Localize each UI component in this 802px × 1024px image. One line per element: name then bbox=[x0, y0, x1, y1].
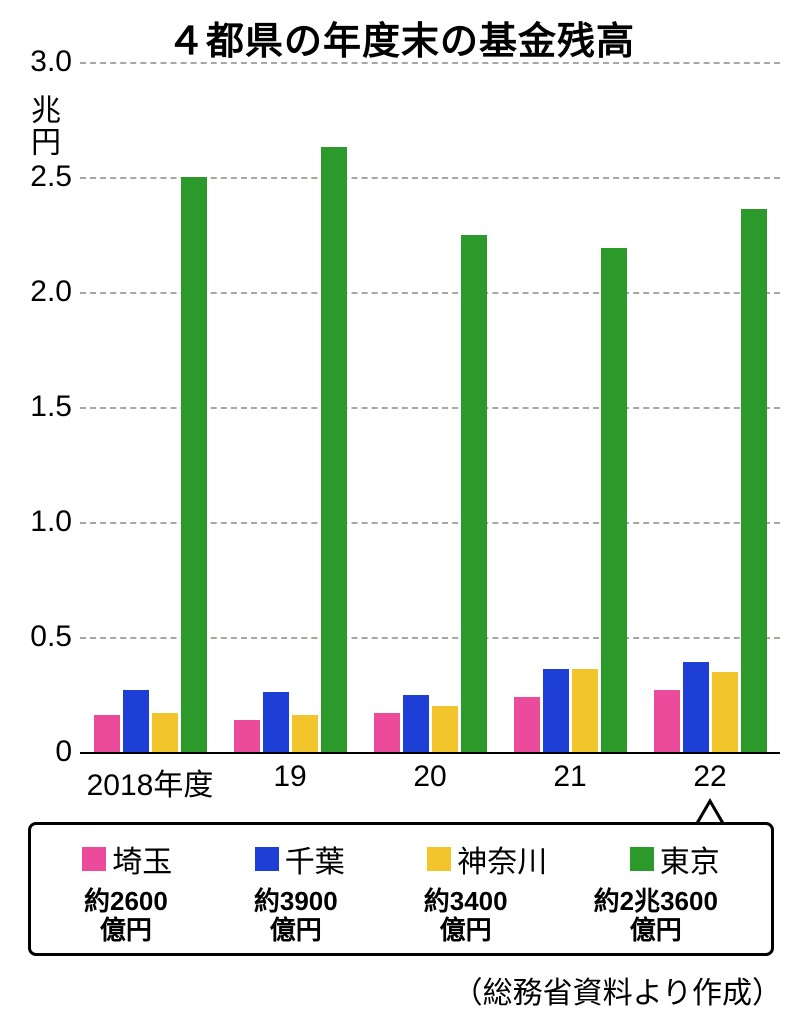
bar-神奈川 bbox=[152, 713, 178, 752]
x-tick-label: 22 bbox=[693, 760, 726, 794]
legend-swatch bbox=[255, 847, 279, 871]
legend-item: 東京 bbox=[630, 837, 720, 881]
legend-label: 千葉 bbox=[285, 837, 345, 881]
bar-神奈川 bbox=[572, 669, 598, 752]
legend-value: 約2600億円 bbox=[84, 887, 168, 944]
bar-東京 bbox=[461, 235, 487, 753]
legend-row: 埼玉 千葉 神奈川 東京 bbox=[41, 837, 761, 881]
x-tick-label: 20 bbox=[413, 760, 446, 794]
bar-千葉 bbox=[403, 695, 429, 753]
y-tick-label: 0 bbox=[8, 735, 72, 769]
bar-東京 bbox=[601, 248, 627, 752]
legend-swatch bbox=[427, 847, 451, 871]
legend-label: 埼玉 bbox=[112, 837, 172, 881]
bar-埼玉 bbox=[514, 697, 540, 752]
bar-千葉 bbox=[123, 690, 149, 752]
legend-value: 約2兆3600億円 bbox=[594, 887, 718, 944]
bar-埼玉 bbox=[234, 720, 260, 752]
bar-東京 bbox=[321, 147, 347, 752]
legend-label: 神奈川 bbox=[457, 837, 547, 881]
bar-千葉 bbox=[683, 662, 709, 752]
legend-swatch bbox=[82, 847, 106, 871]
bar-神奈川 bbox=[712, 672, 738, 753]
bar-東京 bbox=[741, 209, 767, 752]
x-tick-label: 2018年度 bbox=[87, 760, 214, 804]
legend-item: 神奈川 bbox=[427, 837, 547, 881]
bar-千葉 bbox=[263, 692, 289, 752]
legend-item: 埼玉 bbox=[82, 837, 172, 881]
y-axis-unit: 兆円 bbox=[20, 94, 64, 158]
x-tick-label: 19 bbox=[273, 760, 306, 794]
bar-神奈川 bbox=[292, 715, 318, 752]
legend-value: 約3400億円 bbox=[424, 887, 508, 944]
legend-value-row: 約2600億円 約3900億円 約3400億円 約2兆3600億円 bbox=[41, 887, 761, 944]
y-tick-label: 2.5 bbox=[8, 160, 72, 194]
y-tick-label: 0.5 bbox=[8, 620, 72, 654]
y-tick-label: 1.5 bbox=[8, 390, 72, 424]
chart-container: ４都県の年度末の基金残高 0 0.5 1.0 1.5 2.0 2.5 3.0 兆円 2018… bbox=[0, 0, 802, 1024]
bar-埼玉 bbox=[94, 715, 120, 752]
legend-label: 東京 bbox=[660, 837, 720, 881]
bar-埼玉 bbox=[654, 690, 680, 752]
x-tick-label: 21 bbox=[553, 760, 586, 794]
x-axis-baseline bbox=[80, 752, 780, 754]
legend-swatch bbox=[630, 847, 654, 871]
y-tick-label: 1.0 bbox=[8, 505, 72, 539]
legend-item: 千葉 bbox=[255, 837, 345, 881]
y-tick-label: 2.0 bbox=[8, 275, 72, 309]
source-note: （総務省資料より作成） bbox=[453, 968, 782, 1012]
bar-千葉 bbox=[543, 669, 569, 752]
chart-title: ４都県の年度末の基金残高 bbox=[0, 10, 802, 65]
bar-東京 bbox=[181, 177, 207, 752]
callout-pointer-inner bbox=[699, 804, 721, 823]
y-tick-label: 3.0 bbox=[8, 45, 72, 79]
bar-神奈川 bbox=[432, 706, 458, 752]
bar-埼玉 bbox=[374, 713, 400, 752]
legend-box: 埼玉 千葉 神奈川 東京 約2600億円 約3900億円 約3400億円 約2兆3600億円 bbox=[28, 822, 774, 956]
plot-area bbox=[80, 62, 780, 752]
legend-value: 約3900億円 bbox=[254, 887, 338, 944]
